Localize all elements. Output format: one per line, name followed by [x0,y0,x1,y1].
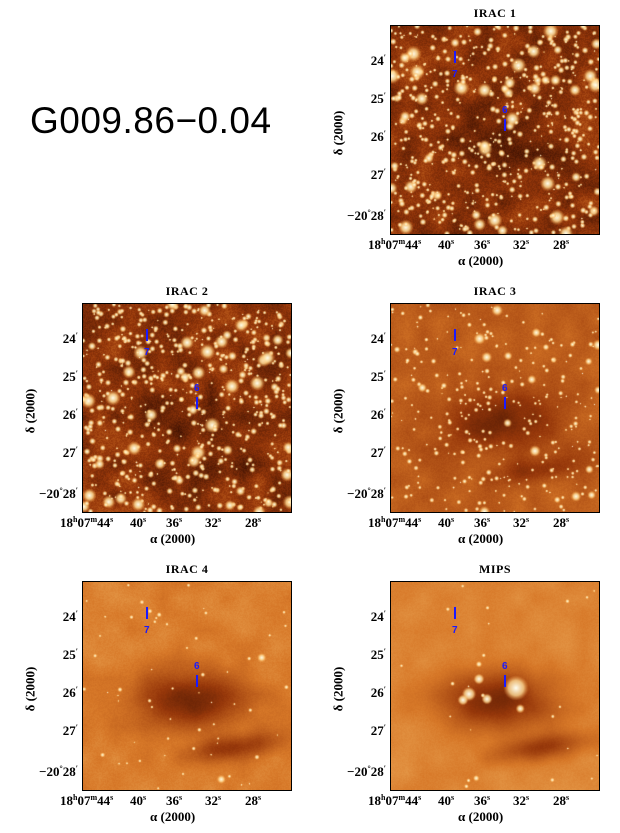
x-tick-label: 32s [205,515,222,530]
x-tick-label: 36s [166,793,183,808]
source-label: 7 [144,347,150,358]
panel-title: IRAC 2 [165,284,209,298]
source-label: 6 [502,105,508,116]
image-irac4 [82,581,292,791]
y-tick-label: −20°28′ [39,486,78,501]
source-label: 6 [194,383,200,394]
x-tick-label: 36s [474,237,491,252]
source-label: 7 [144,625,150,636]
x-tick-label: 40s [438,515,455,530]
y-tick-label: 26′ [62,685,78,700]
panel-title: MIPS [479,562,511,576]
source-label: 7 [452,347,458,358]
source-marker [146,329,148,341]
x-tick-label: 40s [438,793,455,808]
x-tick-label: 40s [438,237,455,252]
source-marker [196,675,198,687]
y-axis-label: δ (2000) [330,666,346,712]
y-tick-label: 26′ [370,407,386,422]
source-marker [196,397,198,409]
y-tick-label: 26′ [370,129,386,144]
source-label: 6 [502,661,508,672]
x-axis-label: α (2000) [458,253,504,268]
source-label: 6 [502,383,508,394]
image-mips [390,581,600,791]
source-marker [146,607,148,619]
x-tick-label: 36s [166,515,183,530]
y-tick-label: −20°28′ [347,208,386,223]
y-tick-label: 27′ [62,445,78,460]
source-label: 7 [452,625,458,636]
x-tick-label: 40s [130,515,147,530]
x-tick-label: 28s [553,793,570,808]
x-tick-label: 18h07m44s [60,515,114,530]
x-axis-label: α (2000) [150,809,196,824]
y-tick-label: −20°28′ [39,764,78,779]
x-tick-label: 18h07m44s [368,237,422,252]
y-axis-label: δ (2000) [22,666,38,712]
x-tick-label: 40s [130,793,147,808]
y-tick-label: 25′ [370,91,386,106]
y-tick-label: 24′ [370,609,386,624]
y-tick-label: 24′ [62,609,78,624]
y-tick-label: 27′ [370,723,386,738]
x-tick-label: 28s [553,237,570,252]
y-tick-label: 24′ [370,331,386,346]
x-tick-label: 32s [513,793,530,808]
x-tick-label: 32s [513,515,530,530]
source-marker [504,397,506,409]
panel-title: IRAC 3 [473,284,517,298]
panel-title: IRAC 1 [473,6,517,20]
y-tick-label: 24′ [62,331,78,346]
y-axis-label: δ (2000) [330,110,346,156]
x-tick-label: 32s [513,237,530,252]
y-tick-label: −20°28′ [347,486,386,501]
y-axis-label: δ (2000) [22,388,38,434]
x-tick-label: 28s [553,515,570,530]
figure-title: G009.86−0.04 [30,100,272,141]
y-tick-label: 27′ [62,723,78,738]
y-tick-label: 26′ [370,685,386,700]
y-tick-label: 25′ [370,369,386,384]
source-label: 6 [194,661,200,672]
image-irac1 [390,25,600,235]
x-axis-label: α (2000) [150,531,196,546]
x-axis-label: α (2000) [458,531,504,546]
source-marker [504,675,506,687]
source-marker [504,119,506,131]
x-tick-label: 18h07m44s [60,793,114,808]
y-tick-label: 25′ [62,647,78,662]
y-tick-label: 27′ [370,445,386,460]
image-irac2 [82,303,292,513]
y-tick-label: 27′ [370,167,386,182]
y-tick-label: 24′ [370,53,386,68]
x-tick-label: 36s [474,515,491,530]
x-tick-label: 36s [474,793,491,808]
source-marker [454,607,456,619]
x-axis-label: α (2000) [458,809,504,824]
x-tick-label: 32s [205,793,222,808]
image-irac3 [390,303,600,513]
source-marker [454,329,456,341]
panel-title: IRAC 4 [165,562,209,576]
y-tick-label: 26′ [62,407,78,422]
x-tick-label: 18h07m44s [368,515,422,530]
y-tick-label: −20°28′ [347,764,386,779]
x-tick-label: 28s [245,793,262,808]
source-label: 7 [452,69,458,80]
source-marker [454,51,456,63]
y-tick-label: 25′ [62,369,78,384]
x-tick-label: 28s [245,515,262,530]
y-tick-label: 25′ [370,647,386,662]
y-axis-label: δ (2000) [330,388,346,434]
x-tick-label: 18h07m44s [368,793,422,808]
